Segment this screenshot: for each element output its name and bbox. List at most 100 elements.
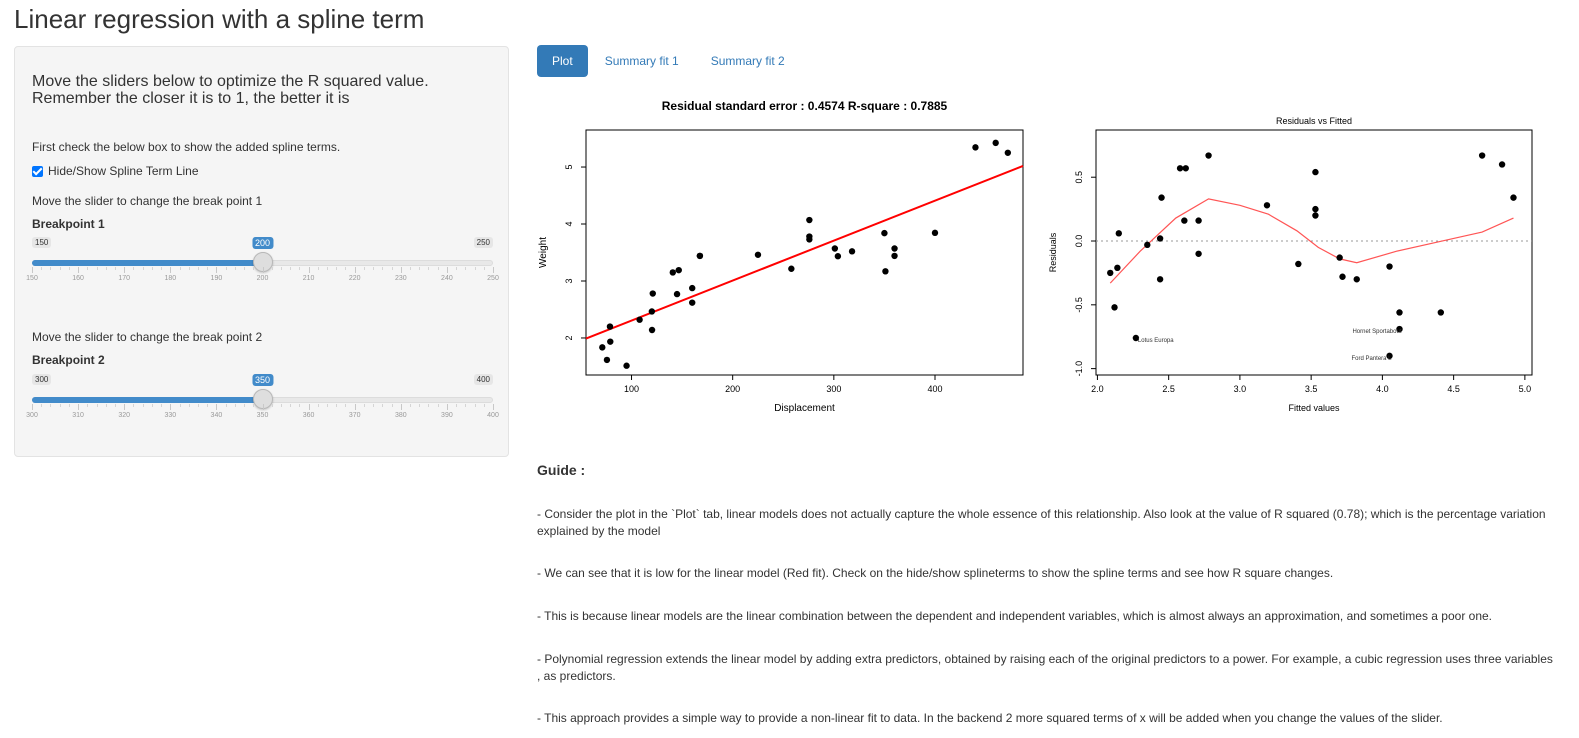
slider2-minor-tick [225,404,227,407]
slider2-minor-tick [456,404,458,407]
slider1-minor-tick [253,267,255,270]
data-point [881,229,888,237]
slider2-tick-mark [124,404,126,410]
slider1-ticks: 150 160 170 180 190 200 210 220 230 240 250 [26,267,499,285]
slider1-minor-tick [382,267,384,270]
check-hint: First check the below box to show the ad… [32,140,341,154]
slider1-minor-tick [142,267,144,270]
slider1-minor-tick [225,267,227,270]
slider2-label: Breakpoint 2 [32,353,105,367]
data-point [1263,202,1271,209]
data-point [806,233,813,240]
checkbox-checked-icon[interactable] [32,165,43,177]
data-point [891,245,898,252]
slider1-minor-tick [271,267,273,270]
slider2-minor-tick [142,404,144,407]
data-point [1195,217,1202,224]
data-point [754,251,762,258]
slider1-tick-label: 160 [72,275,84,282]
slider1-max-label: 250 [473,237,493,248]
slider1-minor-tick [68,267,70,270]
slider1-minor-tick [50,267,52,270]
data-point [834,253,842,260]
data-point [1111,304,1118,311]
slider2-minor-tick [96,404,98,407]
data-point [1396,309,1403,316]
point-annotation: Hornet Sportabout [1352,329,1401,335]
slider1-tick-label: 240 [441,275,453,282]
slider1-tick-label: 210 [302,275,315,282]
slider2-minor-tick [419,404,421,407]
slider1-minor-tick [234,267,236,270]
slider1-minor-tick [41,267,43,270]
data-point [607,338,614,345]
data-point [1176,165,1184,172]
spline-toggle[interactable]: Hide/Show Spline Term Line [32,164,199,178]
sidebar-intro: Move the sliders below to optimize the R… [32,73,429,107]
slider2-minor-tick [41,404,43,407]
slider1-minor-tick [133,267,135,270]
data-point [1312,212,1319,219]
guide-paragraph: - We can see that it is low for the line… [537,566,1334,580]
slider1-tick-mark [493,267,494,273]
slider2-minor-tick [299,404,301,407]
slider2-minor-tick [271,404,273,407]
slider1-minor-tick [105,267,107,270]
slider2-tick-mark [400,404,402,410]
page-title: Linear regression with a spline term [14,4,425,34]
tab-plot[interactable]: Plot [537,45,588,77]
tab-summary-fit-1[interactable]: Summary fit 1 [604,54,679,68]
y-tick-label: 2 [564,335,574,340]
data-point [1339,273,1346,280]
regression-fit-line [585,164,1024,340]
slider2-hint: Move the slider to change the break poin… [32,330,263,344]
data-point [1156,235,1164,242]
data-point [1312,205,1319,213]
x-tick-label: 2.0 [1091,384,1104,394]
slider1-minor-tick [410,267,412,270]
data-point [1181,217,1188,224]
slider2-minor-tick [483,404,485,407]
breakpoint2-slider[interactable]: 300 400 350 300 310 320 330 340 350 360 370 380 390 4… [26,374,499,434]
slider1-minor-tick [290,267,292,270]
slider2-minor-tick [336,404,338,407]
slider1-minor-tick [336,267,338,270]
slider2-minor-tick [244,404,246,407]
data-point [689,299,696,306]
slider1-minor-tick [87,267,89,270]
plot-title: Residuals vs Fitted [1276,116,1352,126]
plots-area: 100 200 300 400 2 3 4 5 Displacement Weight Residu… [538,99,1533,414]
slider1-tick-mark [78,267,80,273]
y-tick-label: 4 [564,222,574,227]
data-point [649,290,656,297]
slider2-max-label: 400 [473,374,493,385]
slider1-tick-label: 250 [487,275,499,282]
data-point [648,326,656,334]
slider2-minor-tick [133,404,135,407]
slider2-tick-mark [216,404,218,410]
tab-bar: Plot Summary fit 1 Summary fit 2 [537,45,802,77]
breakpoint1-slider[interactable]: 150 250 200 150 160 170 180 190 200 210 220 230 240 2… [26,237,499,297]
slider2-minor-tick [290,404,292,407]
x-tick-label: 4.5 [1447,384,1460,394]
slider2-tick-mark [78,404,80,410]
slider1-minor-tick [419,267,421,270]
guide-paragraph: - Consider the plot in the `Plot` tab, l… [537,507,1546,538]
data-point [675,266,682,274]
slider2-value-label: 350 [251,374,274,386]
slider2-minor-tick [207,404,209,407]
data-point [1132,334,1140,342]
slider2-minor-tick [474,404,476,407]
tab-summary-fit-2[interactable]: Summary fit 2 [710,54,785,68]
data-point [1437,309,1445,316]
slider2-minor-tick [280,404,282,407]
slider2-minor-tick [465,404,467,407]
slider2-tick-mark [354,404,356,410]
data-point [931,229,939,237]
slider2-tick-label: 370 [348,412,361,419]
slider2-tick-mark [170,404,172,410]
slider1-minor-tick [197,267,199,270]
data-point [1336,254,1343,261]
data-point [1478,152,1486,159]
slider2-tick-label: 400 [487,412,499,419]
